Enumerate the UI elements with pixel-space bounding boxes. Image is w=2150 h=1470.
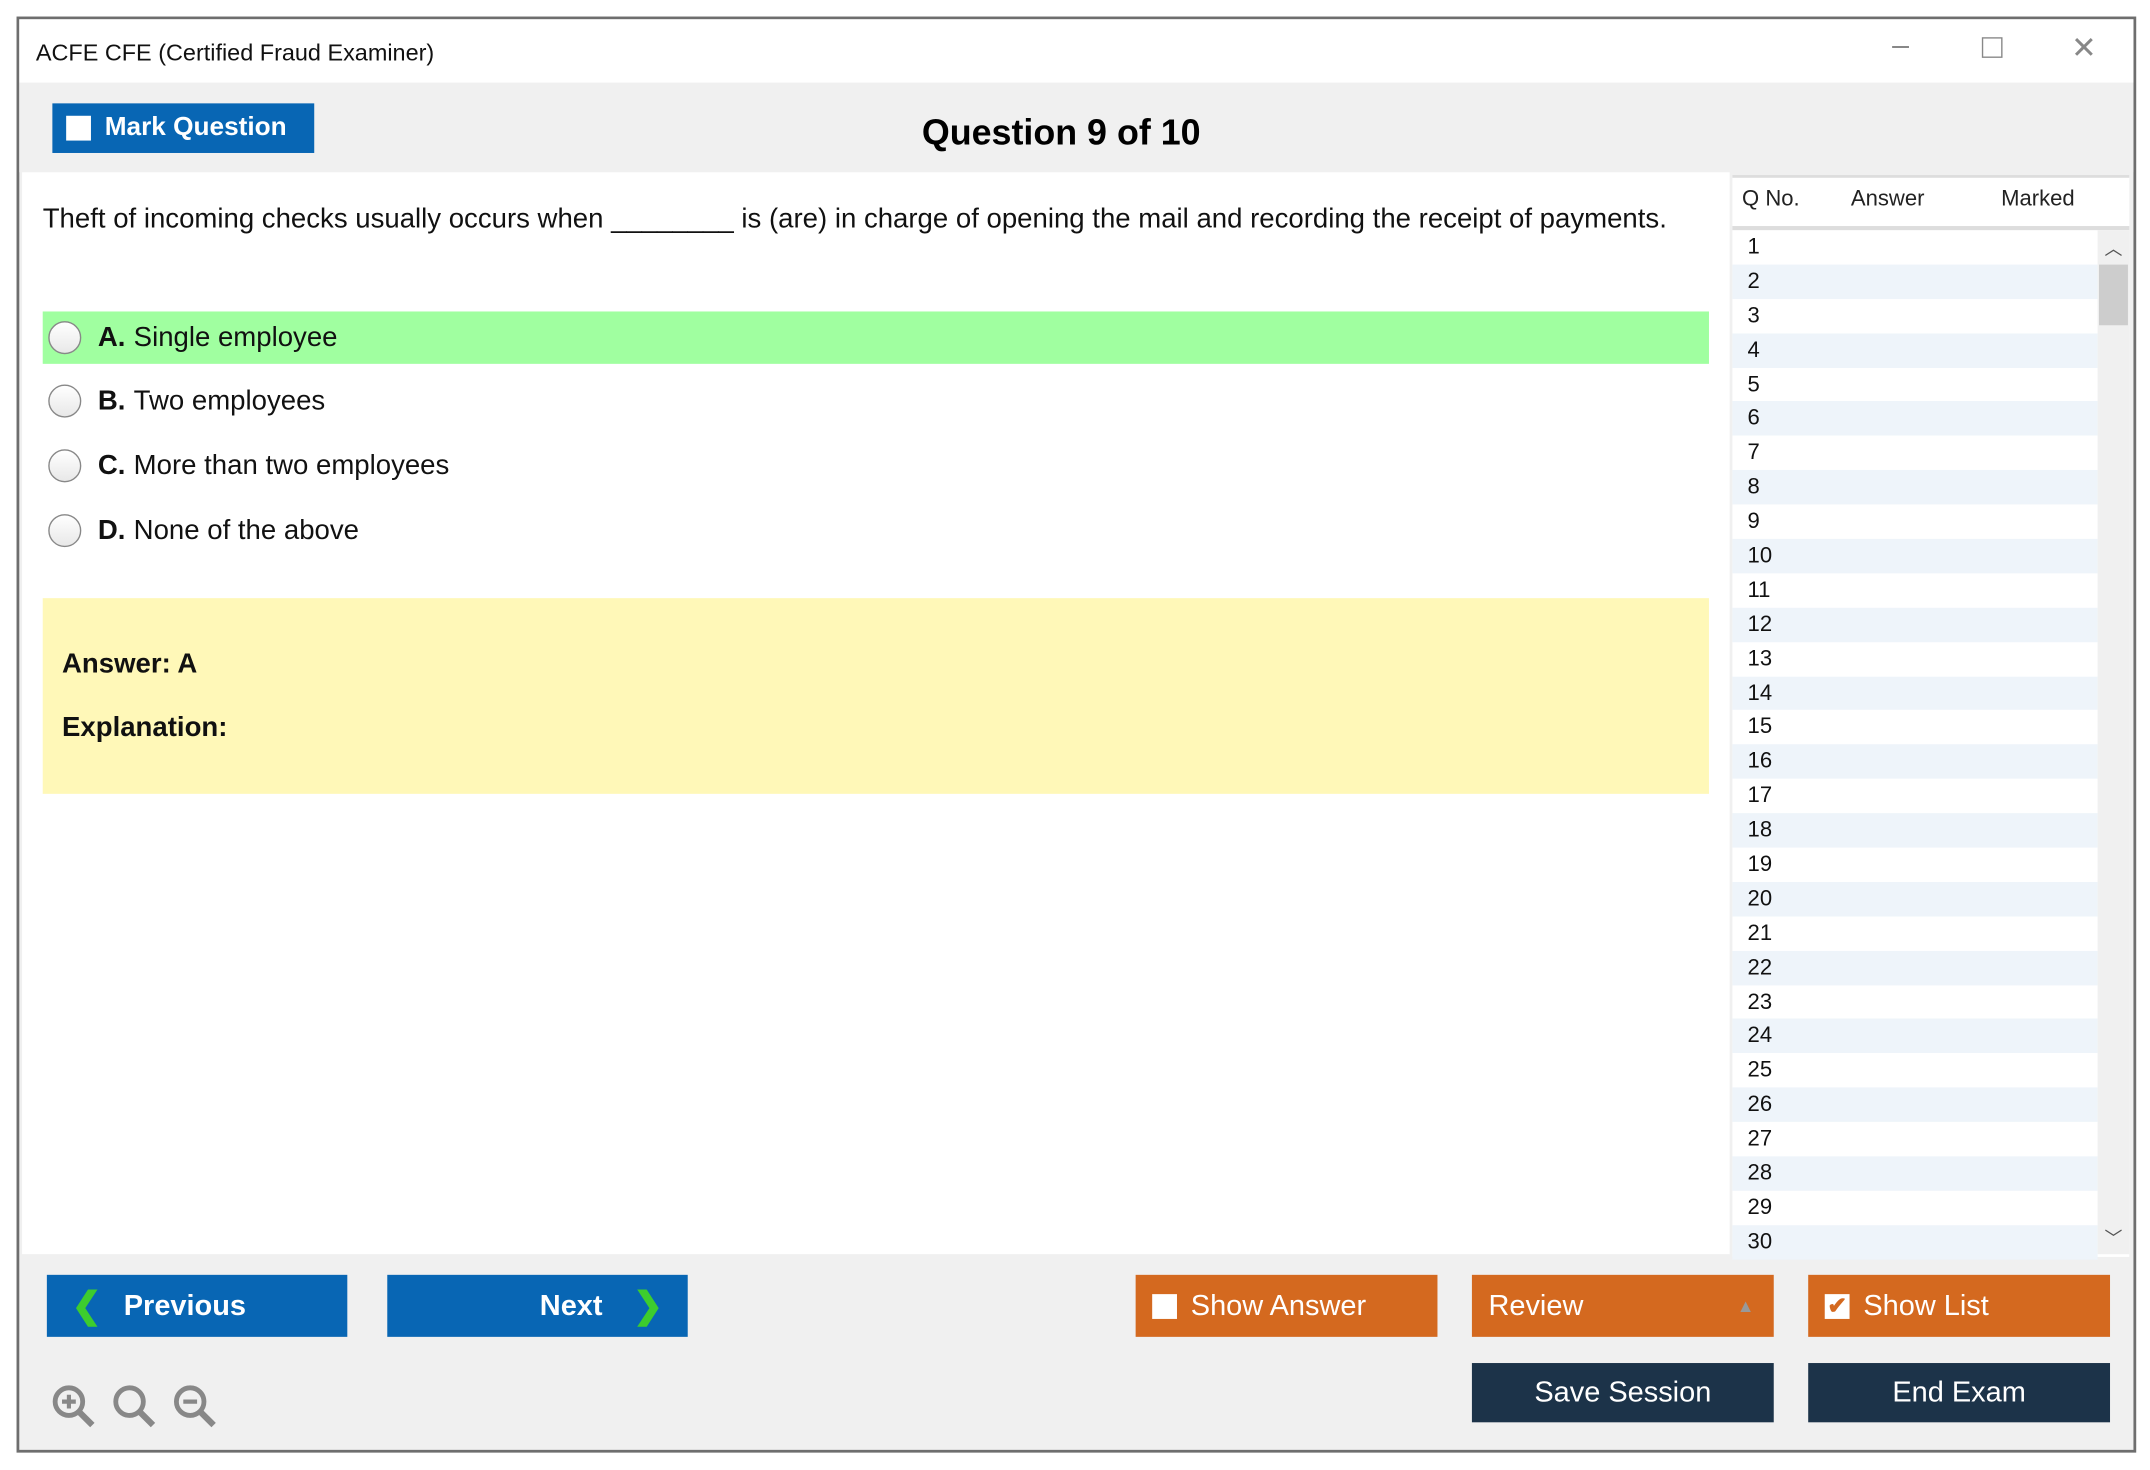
end-exam-button[interactable]: End Exam: [1808, 1363, 2111, 1423]
show-list-button[interactable]: ✔ Show List: [1808, 1274, 2111, 1337]
scrollbar[interactable]: [2097, 230, 2130, 1255]
question-list-row[interactable]: 12: [1732, 607, 2098, 642]
chevron-right-icon: ❯: [632, 1284, 663, 1326]
scroll-down-icon[interactable]: ﹀: [2104, 1227, 2123, 1249]
question-list-row[interactable]: 24: [1732, 1019, 2098, 1054]
previous-button[interactable]: ❮ Previous: [46, 1274, 348, 1337]
next-button[interactable]: Next ❯: [387, 1274, 688, 1337]
window-title: ACFE CFE (Certified Fraud Examiner): [35, 39, 435, 67]
radio-button[interactable]: [48, 514, 82, 548]
option-letter: C.: [97, 449, 126, 481]
explanation-label: Explanation:: [62, 712, 228, 743]
question-list: 1 2 3 4 5 6 7 8 9 10 11 12 13 14 15 16 17 18 19 20 21 22 23 24 2…: [1732, 230, 2098, 1260]
question-text: Theft of incoming checks usually occurs …: [42, 203, 1667, 235]
next-label: Next: [539, 1289, 603, 1322]
divider: [1732, 226, 2130, 231]
answer-label: Answer: A: [62, 649, 198, 680]
show-answer-label: Show Answer: [1190, 1289, 1367, 1322]
question-list-row[interactable]: 9: [1747, 510, 1760, 534]
scroll-up-icon[interactable]: ︿: [2104, 238, 2123, 260]
question-list-row[interactable]: 26: [1732, 1087, 2098, 1123]
review-label: Review: [1488, 1289, 1584, 1322]
maximize-button[interactable]: [1971, 30, 2012, 66]
question-list-row[interactable]: 18: [1732, 813, 2098, 848]
column-header-qno[interactable]: Q No.: [1742, 187, 1800, 211]
option-text: Two employees: [133, 385, 326, 416]
question-list-row[interactable]: 15: [1747, 715, 1773, 740]
scrollbar-thumb[interactable]: [2098, 264, 2128, 326]
option-text: More than two employees: [133, 449, 450, 481]
save-session-label: Save Session: [1534, 1376, 1712, 1408]
show-list-label: Show List: [1863, 1289, 1989, 1322]
option-text: None of the above: [133, 514, 359, 546]
chevron-left-icon: ❮: [71, 1284, 102, 1326]
question-header: [19, 82, 2134, 173]
minimize-button[interactable]: –: [1892, 27, 1909, 63]
question-list-row[interactable]: 2: [1732, 264, 2098, 299]
zoom-reset-icon[interactable]: [110, 1382, 157, 1429]
question-list-row[interactable]: 21: [1747, 921, 1773, 946]
zoom-out-icon[interactable]: [171, 1382, 218, 1429]
option-letter: D.: [97, 514, 126, 546]
question-list-row[interactable]: 3: [1747, 304, 1760, 328]
question-list-row[interactable]: 22: [1732, 950, 2098, 985]
question-list-row[interactable]: 6: [1732, 401, 2098, 436]
question-list-row[interactable]: 5: [1747, 372, 1760, 397]
question-list-row[interactable]: 7: [1747, 441, 1760, 465]
question-title: Question 9 of 10: [921, 111, 1201, 153]
checkbox-icon: [66, 115, 91, 141]
mark-question-button[interactable]: Mark Question: [52, 103, 315, 153]
radio-button[interactable]: [48, 321, 82, 355]
option-letter: B.: [97, 385, 126, 416]
review-dropdown[interactable]: Review ▲: [1471, 1274, 1774, 1337]
title-bar: [19, 19, 2134, 83]
option-b[interactable]: B. Two employees: [43, 375, 1709, 427]
question-list-row[interactable]: 20: [1732, 881, 2098, 917]
answer-box: [42, 598, 1709, 794]
question-list-row[interactable]: 28: [1732, 1156, 2098, 1191]
question-list-row[interactable]: 27: [1747, 1127, 1773, 1152]
option-text: Single employee: [133, 321, 338, 353]
question-list-row[interactable]: 29: [1747, 1196, 1773, 1220]
column-header-answer[interactable]: Answer: [1850, 187, 1925, 211]
question-list-row[interactable]: 1: [1747, 235, 1760, 260]
question-list-row[interactable]: 14: [1732, 676, 2098, 711]
mark-question-label: Mark Question: [104, 113, 287, 142]
option-d[interactable]: D. None of the above: [43, 504, 1709, 556]
question-list-row[interactable]: 25: [1747, 1058, 1773, 1083]
question-list-row[interactable]: 16: [1732, 744, 2098, 780]
save-session-button[interactable]: Save Session: [1471, 1363, 1774, 1423]
question-list-row[interactable]: 8: [1732, 470, 2098, 505]
question-list-row[interactable]: 10: [1732, 538, 2098, 574]
radio-button[interactable]: [48, 384, 82, 418]
question-list-row[interactable]: 13: [1747, 647, 1773, 671]
column-header-marked[interactable]: Marked: [2001, 187, 2075, 211]
option-c[interactable]: C. More than two employees: [43, 440, 1709, 492]
question-list-row[interactable]: 4: [1732, 333, 2098, 368]
question-list-row[interactable]: 19: [1747, 853, 1773, 877]
question-list-row[interactable]: 17: [1747, 784, 1773, 808]
checkbox-icon: [1152, 1293, 1177, 1319]
question-list-row[interactable]: 23: [1747, 990, 1773, 1014]
question-list-row[interactable]: 11: [1747, 578, 1771, 603]
close-button[interactable]: ✕: [2071, 30, 2097, 65]
radio-button[interactable]: [48, 449, 82, 483]
option-a[interactable]: A. Single employee: [42, 311, 1709, 364]
question-list-row[interactable]: 30: [1732, 1224, 2098, 1260]
checkbox-checked-icon: ✔: [1824, 1293, 1850, 1319]
zoom-in-icon[interactable]: [50, 1382, 97, 1429]
triangle-up-icon: ▲: [1736, 1295, 1755, 1317]
end-exam-label: End Exam: [1892, 1376, 2026, 1408]
show-answer-button[interactable]: Show Answer: [1135, 1274, 1438, 1337]
previous-label: Previous: [123, 1289, 247, 1322]
option-letter: A.: [97, 321, 126, 353]
